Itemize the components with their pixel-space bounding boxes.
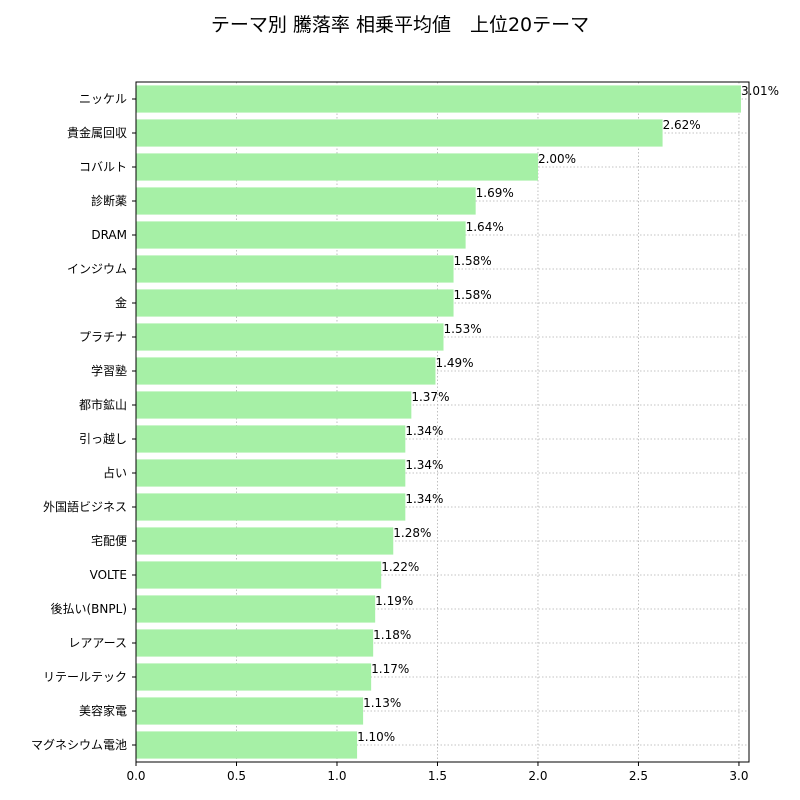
grid-lines bbox=[135, 82, 749, 762]
data-label: 1.58% bbox=[454, 288, 492, 302]
bar bbox=[136, 187, 476, 215]
data-label: 3.01% bbox=[741, 84, 779, 98]
bar bbox=[136, 629, 374, 657]
x-tick-label: 0.5 bbox=[227, 769, 246, 783]
bar bbox=[136, 697, 364, 725]
category-label: 宅配便 bbox=[91, 533, 127, 548]
data-label: 1.10% bbox=[357, 730, 395, 744]
category-label: 引っ越し bbox=[79, 432, 127, 446]
category-label: 診断薬 bbox=[91, 193, 127, 208]
category-label: インジウム bbox=[67, 262, 127, 276]
data-label: 2.62% bbox=[663, 118, 701, 132]
data-label: 1.69% bbox=[476, 186, 514, 200]
data-label: 1.18% bbox=[373, 628, 411, 642]
category-label: マグネシウム電池 bbox=[31, 738, 127, 752]
bar bbox=[136, 357, 436, 385]
category-label: 都市鉱山 bbox=[79, 397, 127, 412]
x-tick-label: 3.0 bbox=[729, 769, 748, 783]
x-tick-label: 1.0 bbox=[327, 769, 346, 783]
data-label: 1.17% bbox=[371, 662, 409, 676]
bar bbox=[136, 119, 663, 147]
category-label: 占い bbox=[103, 465, 127, 480]
bar bbox=[136, 595, 376, 623]
data-label: 1.13% bbox=[363, 696, 401, 710]
category-label: コバルト bbox=[79, 160, 127, 174]
bar bbox=[136, 493, 406, 521]
data-label: 1.37% bbox=[411, 390, 449, 404]
category-label: レアアース bbox=[68, 636, 127, 650]
bar bbox=[136, 425, 406, 453]
category-label: 美容家電 bbox=[79, 703, 127, 718]
bar bbox=[136, 221, 466, 249]
bar bbox=[136, 85, 741, 113]
category-label: ニッケル bbox=[79, 92, 127, 106]
bar bbox=[136, 527, 394, 555]
bar bbox=[136, 323, 444, 351]
data-label: 1.34% bbox=[405, 458, 443, 472]
bar bbox=[136, 153, 538, 181]
bar bbox=[136, 731, 358, 759]
data-label: 2.00% bbox=[538, 152, 576, 166]
category-label: 金 bbox=[115, 295, 127, 310]
bar bbox=[136, 289, 454, 317]
category-label: 学習塾 bbox=[91, 363, 127, 378]
category-label: プラチナ bbox=[79, 330, 127, 344]
bars bbox=[136, 85, 741, 759]
plot-frame bbox=[135, 81, 750, 763]
data-label: 1.64% bbox=[466, 220, 504, 234]
bar bbox=[136, 459, 406, 487]
x-axis-ticks: 0.0 0.5 1.0 1.5 2.0 2.5 3.0 bbox=[126, 762, 748, 783]
category-label: DRAM bbox=[91, 228, 127, 242]
category-label: 後払い(BNPL) bbox=[51, 602, 128, 616]
data-labels: 3.01% 2.62% 2.00% 1.69% 1.64% 1.58% 1.58% 1.53%… bbox=[357, 84, 779, 744]
x-tick-label: 2.5 bbox=[629, 769, 648, 783]
data-label: 1.53% bbox=[444, 322, 482, 336]
data-label: 1.34% bbox=[405, 424, 443, 438]
data-label: 1.28% bbox=[393, 526, 431, 540]
x-tick-label: 2.0 bbox=[528, 769, 547, 783]
category-label: 外国語ビジネス bbox=[43, 499, 127, 514]
bar bbox=[136, 561, 382, 589]
data-label: 1.49% bbox=[435, 356, 473, 370]
category-label: VOLTE bbox=[90, 568, 127, 582]
bar bbox=[136, 255, 454, 283]
data-label: 1.19% bbox=[375, 594, 413, 608]
bar bbox=[136, 663, 372, 691]
x-tick-label: 1.5 bbox=[428, 769, 447, 783]
data-label: 1.22% bbox=[381, 560, 419, 574]
category-label: リテールテック bbox=[43, 670, 127, 684]
chart-title: テーマ別 騰落率 相乗平均値 上位20テーマ bbox=[210, 14, 590, 36]
data-label: 1.34% bbox=[405, 492, 443, 506]
data-label: 1.58% bbox=[454, 254, 492, 268]
bar bbox=[136, 391, 412, 419]
category-label: 貴金属回収 bbox=[67, 125, 127, 140]
x-tick-label: 0.0 bbox=[126, 769, 145, 783]
